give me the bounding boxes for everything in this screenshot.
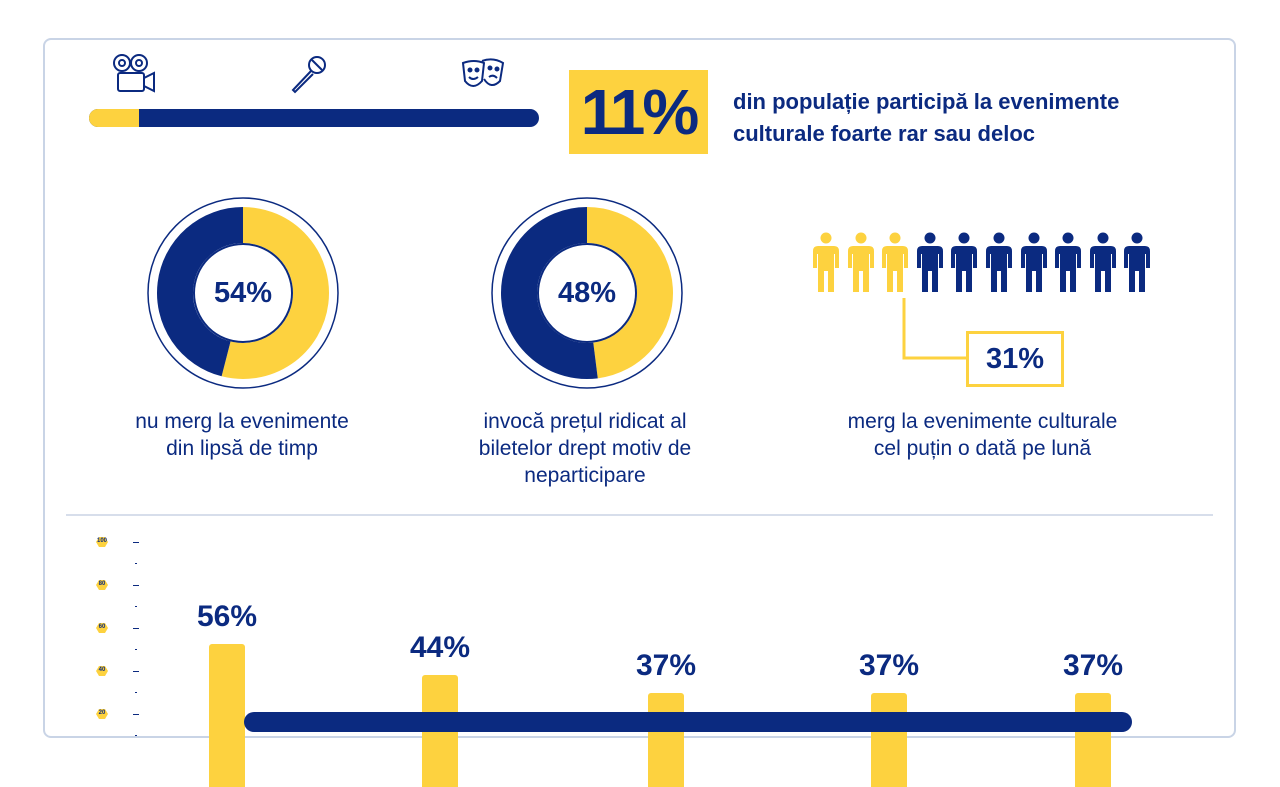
chart-bar-label: 44% <box>409 630 471 664</box>
donut-slice-rest <box>157 207 244 377</box>
microphone-icon <box>289 54 329 94</box>
person-icon <box>1087 232 1119 294</box>
caption-price-line-1: invocă prețul ridicat al <box>483 410 687 433</box>
donut-slice-highlight <box>586 207 673 379</box>
donut-slice-highlight <box>221 207 329 379</box>
chart-bar-label: 56% <box>196 600 258 634</box>
y-tick-dash <box>133 585 139 586</box>
y-tick-label: 40 <box>98 667 106 673</box>
y-tick-dash <box>133 542 139 543</box>
caption-time-line-1: nu merg la evenimente <box>135 410 349 433</box>
caption-price: invocă prețul ridicat al biletelor drept… <box>430 408 740 489</box>
chart-bar <box>209 644 245 787</box>
caption-monthly-line-2: cel puțin o dată pe lună <box>873 437 1092 460</box>
theater-masks-icon <box>460 55 506 95</box>
donut-time: 54% <box>146 196 340 390</box>
y-tick-dash <box>133 714 139 715</box>
person-icon <box>810 232 842 294</box>
bar-chart: 56% 44% 37% 37% 37% 100 80 60 40 20 <box>0 520 1280 787</box>
person-icon <box>1018 232 1050 294</box>
caption-monthly-line-1: merg la evenimente culturale <box>847 410 1118 433</box>
donut-chart-time <box>147 197 339 389</box>
donut-outline <box>147 197 339 389</box>
headline: din populație participă la evenimente cu… <box>733 86 1233 150</box>
y-tick-marker <box>96 623 108 633</box>
person-icon <box>983 232 1015 294</box>
y-minor-tick <box>135 606 137 607</box>
chart-bar-label: 37% <box>858 648 920 682</box>
person-icon <box>948 232 980 294</box>
people-pictogram <box>810 232 1160 296</box>
y-minor-tick <box>135 649 137 650</box>
chart-bar <box>648 692 684 787</box>
donut-time-value: 54% <box>193 243 293 343</box>
y-tick-label: 20 <box>98 710 106 716</box>
film-camera-icon <box>110 53 158 95</box>
person-icon <box>845 232 877 294</box>
headline-line-2: culturale foarte rar sau deloc <box>733 121 1035 146</box>
chart-bar <box>871 692 907 787</box>
connector-line <box>902 298 968 360</box>
y-tick-marker <box>96 580 108 590</box>
y-tick-marker <box>96 537 108 547</box>
caption-time: nu merg la evenimente din lipsă de timp <box>92 408 392 462</box>
caption-time-line-2: din lipsă de timp <box>166 437 318 460</box>
person-icon <box>879 232 911 294</box>
person-icon <box>914 232 946 294</box>
y-minor-tick <box>135 735 137 736</box>
progress-fill <box>89 109 139 127</box>
y-tick-dash <box>133 671 139 672</box>
donut-outline <box>491 197 683 389</box>
y-tick-marker <box>96 666 108 676</box>
y-tick-dash <box>133 628 139 629</box>
y-tick-label: 100 <box>96 538 107 544</box>
donut-price-value: 48% <box>537 243 637 343</box>
y-tick-label: 60 <box>98 624 106 630</box>
section-divider <box>66 514 1213 516</box>
caption-monthly: merg la evenimente culturale cel puțin o… <box>810 408 1155 462</box>
chart-bar <box>1075 692 1111 787</box>
y-minor-tick <box>135 563 137 564</box>
chart-bar-label: 37% <box>1062 648 1124 682</box>
person-icon <box>1052 232 1084 294</box>
participation-progress-bar <box>89 109 539 127</box>
y-tick-label: 80 <box>98 581 106 587</box>
monthly-stat-badge: 31% <box>966 331 1064 387</box>
person-icon <box>1121 232 1153 294</box>
y-minor-tick <box>135 692 137 693</box>
donut-chart-price <box>491 197 683 389</box>
headline-line-1: din populație participă la evenimente <box>733 89 1120 114</box>
donut-slice-rest <box>501 207 598 379</box>
caption-price-line-2: biletelor drept motiv de <box>478 437 692 460</box>
donut-price: 48% <box>490 196 684 390</box>
y-tick-marker <box>96 709 108 719</box>
caption-price-line-3: neparticipare <box>524 464 646 487</box>
chart-base-band <box>244 712 1132 732</box>
big-stat-badge: 11% <box>569 70 708 154</box>
chart-bar-label: 37% <box>635 648 697 682</box>
